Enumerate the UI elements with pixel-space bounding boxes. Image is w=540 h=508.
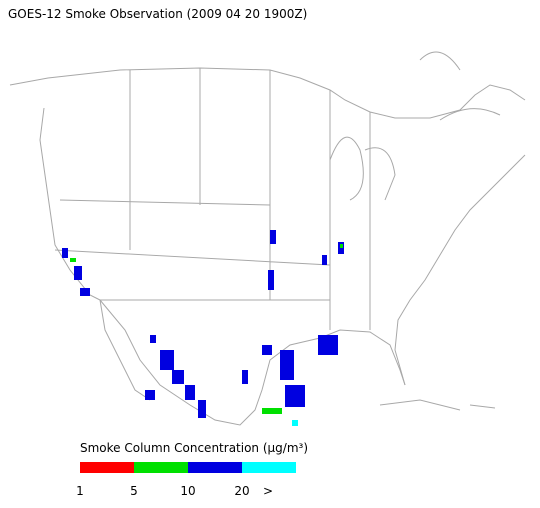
colorbar-tick-label: 20 bbox=[234, 484, 249, 498]
colorbar-segment bbox=[188, 462, 242, 473]
smoke-pixels bbox=[62, 230, 344, 426]
colorbar: 1 5 10 20 > bbox=[76, 462, 296, 498]
colorbar-tick-label: 10 bbox=[180, 484, 195, 498]
colorbar-segment bbox=[134, 462, 188, 473]
map-title: GOES-12 Smoke Observation (2009 04 20 19… bbox=[8, 7, 307, 21]
colorbar-tick-label: > bbox=[263, 484, 273, 498]
colorbar-tick-label: 1 bbox=[76, 484, 84, 498]
colorbar-segment bbox=[80, 462, 134, 473]
legend-label: Smoke Column Concentration (μg/m³) bbox=[80, 441, 308, 455]
colorbar-tick-label: 5 bbox=[130, 484, 138, 498]
colorbar-segment bbox=[242, 462, 296, 473]
base-map bbox=[9, 51, 526, 426]
